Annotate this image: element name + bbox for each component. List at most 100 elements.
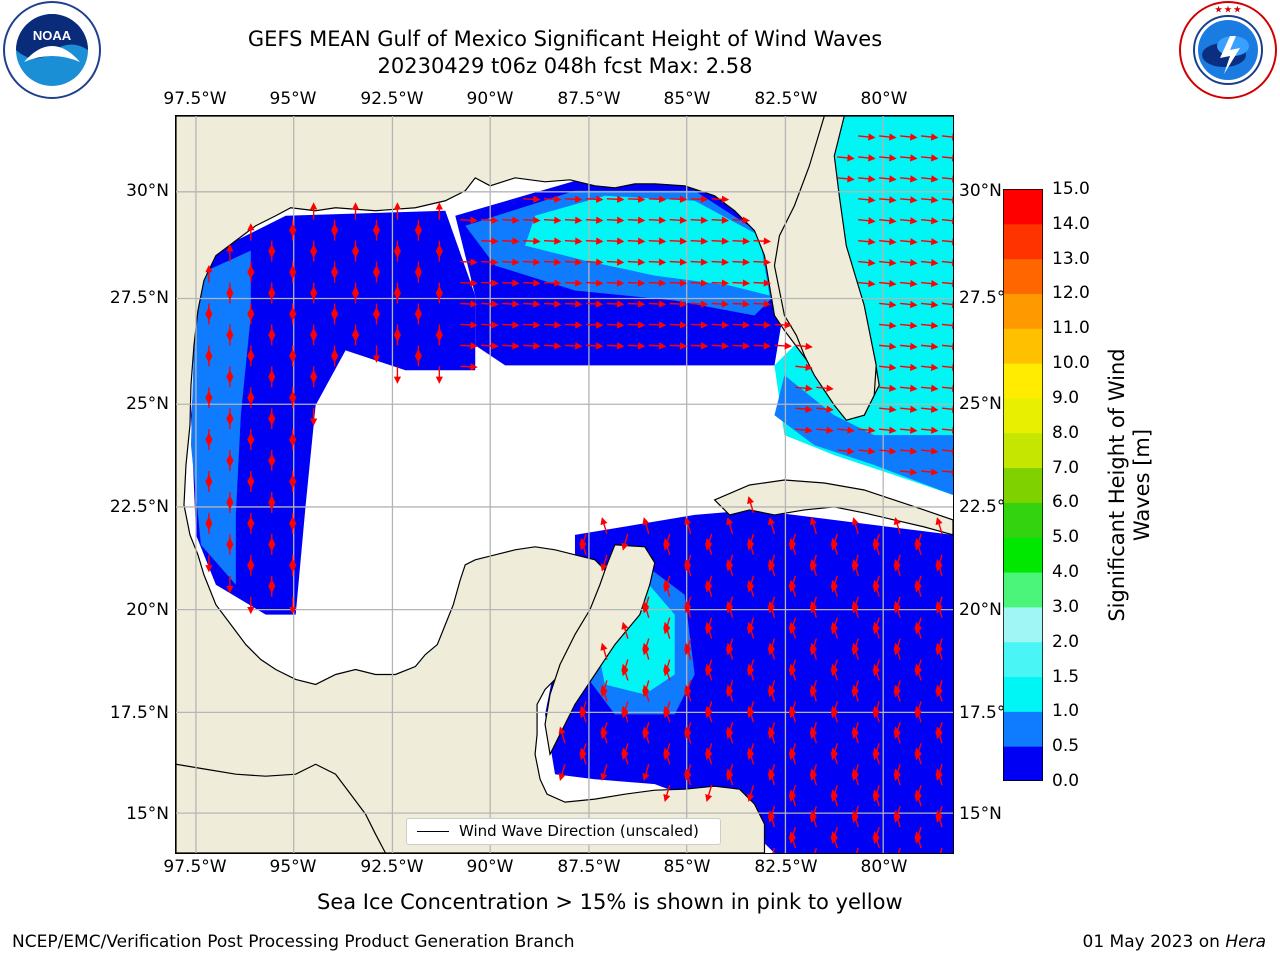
- wave-arrow-head: [726, 726, 734, 735]
- wave-arrow-head: [847, 447, 855, 455]
- lon-tick: 85°W: [663, 857, 711, 877]
- wave-arrow-head: [872, 538, 880, 547]
- wave-arrow-head: [679, 321, 688, 329]
- wave-arrow-head: [393, 202, 402, 210]
- wave-arrow-head: [658, 195, 667, 203]
- wave-arrow-head: [747, 621, 755, 630]
- wave-arrow-head: [868, 447, 876, 455]
- colorbar-tick-label: 6.0: [1052, 492, 1080, 513]
- colorbar-tick-label: 4.0: [1052, 562, 1080, 583]
- colorbar-tick-label: 2.0: [1052, 631, 1080, 652]
- wave-arrow-head: [351, 244, 360, 252]
- wave-arrow-head: [470, 363, 478, 371]
- wave-arrow-head: [700, 342, 709, 350]
- wave-arrow-head: [909, 238, 918, 246]
- lat-tick: 25°N: [959, 394, 1002, 414]
- wave-arrow: [941, 365, 953, 369]
- wave-arrow-head: [809, 684, 817, 693]
- wave-arrow-head: [851, 810, 859, 819]
- wave-arrow: [941, 156, 953, 159]
- wave-arrow-head: [351, 285, 360, 294]
- wave-arrow-head: [616, 258, 625, 266]
- wave-arrow-head: [642, 684, 650, 693]
- wave-arrow-head: [372, 355, 381, 363]
- wave-arrow: [941, 386, 953, 390]
- wave-arrow-head: [726, 768, 734, 777]
- wave-arrow-head: [868, 217, 876, 225]
- wave-arrow-head: [889, 217, 897, 225]
- wave-arrow-head: [935, 684, 943, 693]
- wave-arrow-head: [951, 196, 953, 204]
- wave-arrow-head: [289, 606, 297, 615]
- lon-tick: 97.5°W: [163, 89, 227, 109]
- wave-arrow-head: [600, 684, 608, 693]
- colorbar-segment: [1003, 572, 1043, 608]
- wave-arrow-head: [805, 405, 813, 413]
- wave-arrow-head: [868, 279, 876, 288]
- wave-arrow-head: [575, 216, 583, 224]
- wave-arrow-head: [768, 726, 775, 735]
- wave-arrow-head: [930, 238, 939, 246]
- wave-arrow-head: [679, 279, 688, 287]
- wave-arrow: [941, 344, 953, 348]
- wave-arrow-head: [763, 321, 772, 329]
- wave-arrow-head: [889, 447, 897, 455]
- colorbar-segment: [1003, 189, 1043, 225]
- wave-arrow-head: [700, 258, 709, 266]
- wave-arrow-head: [893, 810, 901, 819]
- wave-arrow-head: [935, 517, 943, 526]
- wave-arrow-head: [930, 363, 939, 371]
- wave-arrow-head: [679, 258, 688, 266]
- wave-arrow-head: [788, 789, 796, 798]
- wave-arrow-head: [226, 495, 234, 503]
- wave-arrow-head: [705, 793, 713, 802]
- wave-arrow-head: [512, 279, 520, 287]
- wave-arrow-head: [658, 216, 667, 224]
- wave-arrow-head: [435, 202, 443, 210]
- wave-arrow-head: [289, 390, 297, 398]
- wave-arrow-head: [747, 663, 755, 672]
- wave-arrow-head: [414, 348, 422, 357]
- wave-arrow-head: [893, 768, 901, 777]
- wave-arrow: [941, 302, 953, 306]
- wave-arrow-head: [889, 259, 897, 267]
- wave-arrow-head: [205, 516, 213, 524]
- wave-arrow-head: [414, 223, 422, 231]
- colorbar-segment: [1003, 606, 1043, 643]
- wave-arrow-head: [247, 348, 255, 357]
- colorbar-tick-label: 8.0: [1052, 422, 1080, 443]
- wave-arrow-head: [533, 237, 541, 245]
- wave-arrow-head: [616, 237, 625, 245]
- wave-arrow-head: [935, 600, 943, 609]
- wave-arrow-head: [847, 426, 855, 434]
- lon-tick: 95°W: [269, 89, 317, 109]
- wave-arrow-head: [889, 363, 897, 371]
- wave-arrow-head: [226, 369, 234, 377]
- colorbar-segment: [1003, 467, 1043, 503]
- wave-arrow-head: [914, 663, 922, 672]
- lon-tick: 82.5°W: [754, 857, 818, 877]
- grid-lines: [176, 116, 953, 853]
- wave-arrow-head: [268, 285, 276, 294]
- wave-arrow-head: [470, 300, 478, 308]
- wave-arrow-head: [621, 663, 629, 672]
- wave-arrow-head: [747, 579, 755, 588]
- wave-arrow-head: [372, 306, 381, 315]
- wave-arrow-head: [268, 244, 276, 252]
- wave-arrow-head: [268, 453, 276, 461]
- wave-arrow-head: [596, 342, 604, 350]
- lat-tick: 30°N: [959, 181, 1002, 201]
- wave-arrow-head: [579, 705, 587, 714]
- wave-direction-arrows: [205, 133, 953, 853]
- wave-arrow-head: [616, 321, 625, 329]
- wave-arrow-head: [268, 537, 276, 545]
- wave-arrow-head: [768, 600, 775, 609]
- wave-arrow-head: [637, 342, 646, 350]
- wave-arrow-head: [914, 789, 922, 798]
- wave-arrow-head: [742, 258, 751, 266]
- wave-arrow-head: [621, 621, 629, 630]
- wave-arrow-head: [930, 384, 939, 392]
- footer-producer: NCEP/EMC/Verification Post Processing Pr…: [12, 932, 575, 952]
- colorbar-tick-label: 7.0: [1052, 457, 1080, 478]
- lat-tick: 27.5°N: [109, 288, 169, 308]
